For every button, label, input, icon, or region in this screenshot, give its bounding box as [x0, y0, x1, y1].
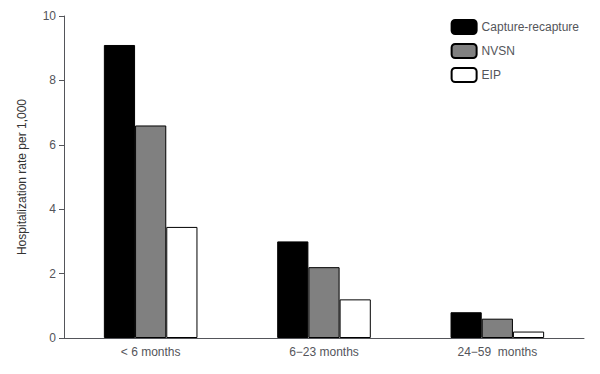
svg-text:24−59 months: 24−59 months [457, 345, 537, 359]
svg-text:< 6 months: < 6 months [121, 345, 181, 359]
svg-text:4: 4 [49, 202, 56, 216]
svg-text:6−23 months: 6−23 months [289, 345, 359, 359]
svg-text:6: 6 [49, 138, 56, 152]
svg-text:EIP: EIP [482, 68, 501, 82]
svg-text:8: 8 [49, 73, 56, 87]
svg-text:10: 10 [43, 9, 57, 23]
svg-text:Capture-recapture: Capture-recapture [482, 20, 580, 34]
svg-text:NVSN: NVSN [482, 44, 515, 58]
svg-text:0: 0 [49, 331, 56, 345]
svg-text:Hospitalization rate per 1,000: Hospitalization rate per 1,000 [15, 99, 29, 255]
svg-text:2: 2 [49, 267, 56, 281]
